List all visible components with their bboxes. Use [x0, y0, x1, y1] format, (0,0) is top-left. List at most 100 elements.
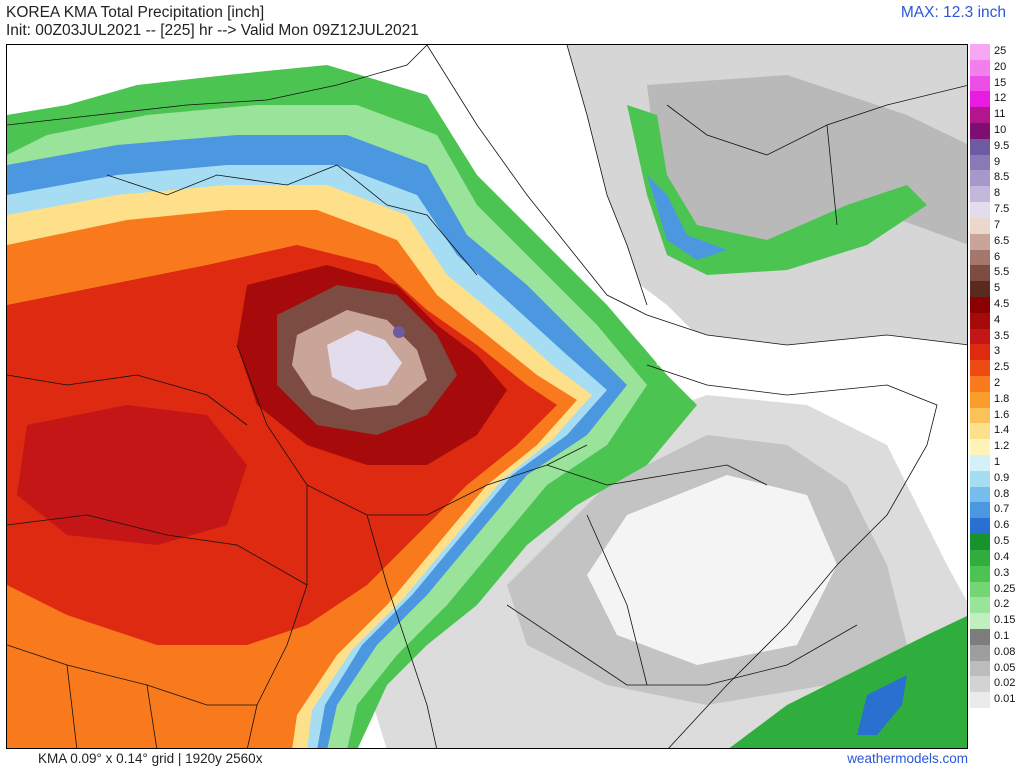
- legend-swatch: [970, 423, 990, 440]
- legend-label: 2.5: [994, 361, 1010, 374]
- legend-label: 6.5: [994, 234, 1010, 247]
- legend-label: 7.5: [994, 203, 1010, 216]
- red-sea: [427, 45, 647, 305]
- legend-swatch: [970, 391, 990, 409]
- legend-label: 0.01: [994, 693, 1016, 706]
- legend-label: 7: [994, 218, 1001, 231]
- legend-label: 8.5: [994, 171, 1010, 184]
- legend-label: 0.02: [994, 677, 1016, 690]
- legend-label: 1.6: [994, 408, 1010, 421]
- legend-label: 9.5: [994, 139, 1010, 152]
- legend-label: 0.25: [994, 582, 1016, 595]
- legend-swatch: [970, 470, 990, 488]
- se-green-zone: [729, 615, 967, 748]
- legend-swatch: [970, 249, 990, 266]
- legend-label: 8: [994, 187, 1001, 200]
- legend-swatch: [970, 265, 990, 282]
- legend-swatch: [970, 613, 990, 630]
- legend-swatch: [970, 565, 990, 582]
- legend-label: 3: [994, 345, 1001, 358]
- legend-swatch: [970, 202, 990, 219]
- legend-swatch: [970, 75, 990, 92]
- legend-swatch: [970, 296, 990, 314]
- legend-label: 0.6: [994, 519, 1010, 532]
- grid-info: KMA 0.09° x 0.14° grid | 1920y 2560x: [38, 751, 263, 766]
- legend-swatch: [970, 534, 990, 551]
- legend-label: 0.05: [994, 661, 1016, 674]
- init-valid-time: Init: 00Z03JUL2021 -- [225] hr --> Valid…: [6, 22, 419, 39]
- legend-label: 3.5: [994, 329, 1010, 342]
- legend-swatch: [970, 312, 990, 330]
- legend-swatch: [970, 692, 990, 709]
- legend-swatch: [970, 439, 990, 456]
- legend-swatch: [970, 376, 990, 393]
- gray-field-darker-arabia: [647, 75, 967, 265]
- legend-label: 5: [994, 282, 1001, 295]
- white-patch-horn: [587, 475, 837, 665]
- legend-swatch: [970, 455, 990, 472]
- legend-swatch: [970, 170, 990, 187]
- legend-label: 0.3: [994, 566, 1010, 579]
- legend-swatch: [970, 233, 990, 250]
- legend-label: 0.8: [994, 487, 1010, 500]
- legend-label: 12: [994, 92, 1007, 105]
- legend-label: 0.2: [994, 598, 1010, 611]
- legend-swatch: [970, 281, 990, 298]
- legend-swatch: [970, 186, 990, 203]
- legend-label: 0.08: [994, 645, 1016, 658]
- legend-label: 0.5: [994, 535, 1010, 548]
- legend-swatch: [970, 107, 990, 124]
- max-value-label: MAX: 12.3 inch: [900, 4, 1006, 21]
- legend-label: 1.2: [994, 440, 1010, 453]
- light-core: [327, 330, 402, 390]
- dark-red-west: [17, 405, 247, 545]
- legend-label: 20: [994, 60, 1007, 73]
- legend-label: 6: [994, 250, 1001, 263]
- legend-label: 0.1: [994, 629, 1010, 642]
- legend-swatch: [970, 59, 990, 77]
- precipitation-legend: 25 20 15 12 11 10 9.5 9 8.5 8 7.5 7 6.5 6 5.5 5 4.5 4 3.5 3…: [970, 44, 1024, 709]
- legend-swatch: [970, 407, 990, 424]
- legend-label: 0.7: [994, 503, 1010, 516]
- legend-label: 0.4: [994, 550, 1010, 563]
- legend-label: 10: [994, 124, 1007, 137]
- legend-label: 4.5: [994, 297, 1010, 310]
- legend-swatch: [970, 217, 990, 235]
- legend-swatch: [970, 154, 990, 171]
- legend-swatch: [970, 91, 990, 108]
- yemen-green-band: [627, 105, 927, 275]
- legend-label: 1.8: [994, 392, 1010, 405]
- legend-swatch: [970, 502, 990, 519]
- yemen-blue-band: [647, 175, 727, 260]
- legend-label: 4: [994, 313, 1001, 326]
- legend-swatch: [970, 676, 990, 693]
- legend-swatch: [970, 123, 990, 140]
- legend-swatch: [970, 518, 990, 535]
- legend-swatch: [970, 581, 990, 598]
- legend-swatch: [970, 660, 990, 677]
- legend-label: 0.9: [994, 471, 1010, 484]
- legend-label: 5.5: [994, 266, 1010, 279]
- legend-swatch: [970, 44, 990, 61]
- legend-swatch: [970, 360, 990, 377]
- legend-swatch: [970, 549, 990, 567]
- legend-label: 2: [994, 377, 1001, 389]
- legend-label: 1.4: [994, 424, 1010, 437]
- map-title: KOREA KMA Total Precipitation [inch]: [6, 4, 265, 21]
- legend-swatch: [970, 597, 990, 614]
- map-canvas: [7, 45, 967, 748]
- legend-swatch: [970, 644, 990, 662]
- legend-label: 0.15: [994, 614, 1016, 627]
- legend-label: 25: [994, 45, 1007, 57]
- legend-swatch: [970, 628, 990, 646]
- legend-label: 15: [994, 76, 1007, 89]
- legend-label: 9: [994, 155, 1001, 168]
- country-borders: [7, 45, 967, 748]
- legend-swatch: [970, 344, 990, 361]
- legend-swatch: [970, 138, 990, 156]
- legend-swatch: [970, 328, 990, 345]
- legend-label: 1: [994, 456, 1001, 469]
- site-credit[interactable]: weathermodels.com: [847, 751, 968, 766]
- se-blue-spot: [857, 675, 907, 735]
- precipitation-map: [6, 44, 968, 749]
